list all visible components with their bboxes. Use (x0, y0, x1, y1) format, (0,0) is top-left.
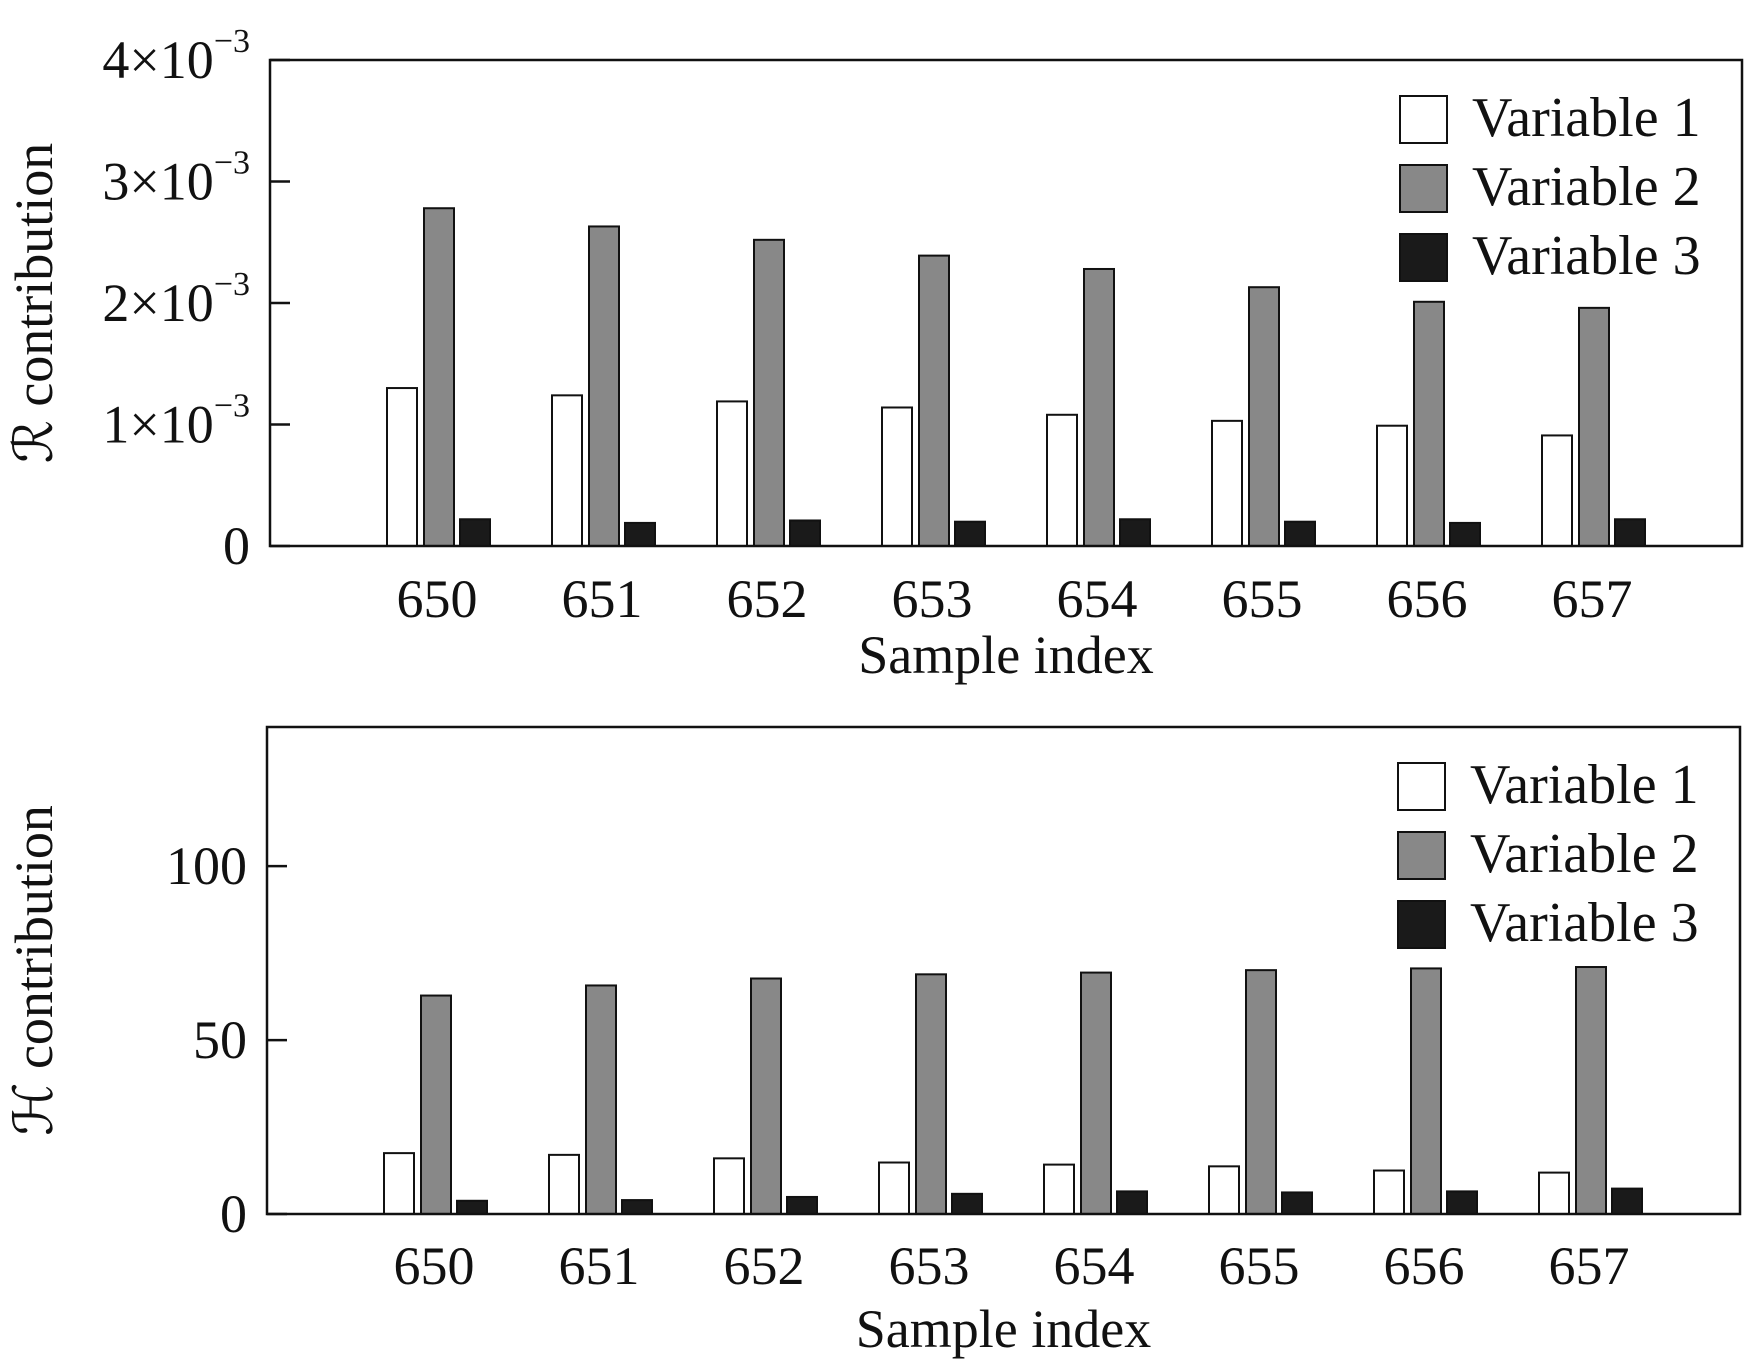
legend-swatch-h-var3 (1397, 900, 1446, 949)
x-tick-label-r-651: 651 (562, 569, 643, 629)
legend-swatch-r-var2 (1399, 164, 1448, 213)
legend-label-h-var1: Variable 1 (1470, 754, 1699, 816)
bar-h-654-var1 (1043, 1163, 1075, 1215)
legend-label-h-var2: Variable 2 (1470, 823, 1699, 885)
legend-swatch-r-var1 (1399, 95, 1448, 144)
bar-h-650-var3 (456, 1199, 488, 1215)
bar-h-654-var3 (1116, 1190, 1148, 1215)
bar-h-655-var1 (1208, 1165, 1240, 1216)
bar-r-653-var3 (954, 520, 986, 548)
x-tick-label-h-655: 655 (1219, 1236, 1300, 1296)
plot-frame-h (265, 725, 1742, 1216)
y-axis-title-h: ℋ contribution (4, 805, 64, 1136)
bar-r-653-var2 (918, 254, 950, 548)
legend-swatch-r-var3 (1399, 233, 1448, 282)
bar-r-657-var2 (1578, 306, 1610, 547)
bar-r-651-var3 (624, 521, 656, 547)
x-tick-label-h-652: 652 (724, 1236, 805, 1296)
bar-r-657-var3 (1614, 518, 1646, 548)
y-tick-label-r-4: 4×10−3 (102, 23, 250, 90)
x-tick-label-r-652: 652 (727, 569, 808, 629)
bar-h-655-var3 (1281, 1191, 1313, 1216)
x-tick-label-h-653: 653 (889, 1236, 970, 1296)
y-tick-label-r-0: 0 (223, 516, 250, 576)
bar-r-652-var3 (789, 519, 821, 547)
x-axis-title-r: Sample index (858, 625, 1153, 685)
bar-h-656-var1 (1373, 1169, 1405, 1215)
bar-r-652-var2 (753, 238, 785, 547)
x-tick-label-r-657: 657 (1552, 569, 1633, 629)
bar-r-652-var1 (716, 400, 748, 548)
legend-swatch-h-var2 (1397, 831, 1446, 880)
bar-r-651-var1 (551, 394, 583, 547)
y-axis-title-r: ℛ contribution (4, 143, 64, 464)
chart-panel-h: 0 50 100 650 651 652 653 654 655 656 657 Sample ind… (4, 725, 1742, 1359)
bar-h-656-var2 (1410, 967, 1442, 1215)
bar-r-655-var2 (1248, 286, 1280, 547)
bar-h-650-var1 (383, 1152, 415, 1215)
legend-h: Variable 1 Variable 2 Variable 3 (1397, 754, 1699, 954)
legend-swatch-h-var1 (1397, 762, 1446, 811)
bar-h-652-var3 (786, 1195, 818, 1215)
x-tick-label-r-655: 655 (1222, 569, 1303, 629)
bar-r-657-var1 (1541, 434, 1573, 547)
bar-h-653-var2 (915, 973, 947, 1215)
x-axis-title-h: Sample index (856, 1299, 1151, 1359)
x-tick-label-r-656: 656 (1387, 569, 1468, 629)
bar-r-651-var2 (588, 225, 620, 548)
bar-h-650-var2 (420, 994, 452, 1215)
bar-h-652-var1 (713, 1157, 745, 1216)
bar-h-652-var2 (750, 977, 782, 1216)
x-tick-label-r-654: 654 (1057, 569, 1138, 629)
bar-r-653-var1 (881, 406, 913, 547)
bar-r-654-var3 (1119, 518, 1151, 548)
x-tick-label-h-656: 656 (1384, 1236, 1465, 1296)
bar-r-654-var1 (1046, 413, 1078, 547)
bar-h-653-var1 (878, 1161, 910, 1215)
legend-r: Variable 1 Variable 2 Variable 3 (1399, 87, 1701, 287)
legend-label-r-var3: Variable 3 (1472, 225, 1701, 287)
legend-label-r-var2: Variable 2 (1472, 156, 1701, 218)
y-tick-label-r-1: 1×10−3 (102, 388, 250, 455)
x-tick-label-h-654: 654 (1054, 1236, 1135, 1296)
bar-r-650-var1 (386, 387, 418, 547)
bar-r-654-var2 (1083, 267, 1115, 547)
bar-r-655-var1 (1211, 419, 1243, 548)
y-tick-label-r-2: 2×10−3 (102, 266, 250, 333)
x-tick-label-h-650: 650 (394, 1236, 475, 1296)
bar-h-655-var2 (1245, 969, 1277, 1216)
legend-label-r-var1: Variable 1 (1472, 87, 1701, 149)
bar-h-654-var2 (1080, 971, 1112, 1216)
y-tick-label-h-2: 100 (166, 836, 247, 896)
bar-h-653-var3 (951, 1192, 983, 1216)
legend-label-h-var3: Variable 3 (1470, 892, 1699, 954)
bar-r-656-var1 (1376, 424, 1408, 547)
y-tick-label-h-0: 0 (220, 1184, 247, 1244)
bar-h-657-var2 (1575, 966, 1607, 1215)
bar-h-651-var2 (585, 984, 617, 1216)
bar-r-655-var3 (1284, 520, 1316, 548)
bar-h-657-var3 (1611, 1187, 1643, 1216)
bar-h-657-var1 (1538, 1171, 1570, 1215)
y-tick-label-h-1: 50 (193, 1010, 247, 1070)
bar-h-651-var1 (548, 1153, 580, 1215)
bar-h-656-var3 (1446, 1190, 1478, 1215)
x-tick-label-h-657: 657 (1549, 1236, 1630, 1296)
x-tick-label-h-651: 651 (559, 1236, 640, 1296)
bar-r-656-var3 (1449, 521, 1481, 547)
x-tick-label-r-650: 650 (397, 569, 478, 629)
bar-r-650-var2 (423, 207, 455, 547)
bar-r-656-var2 (1413, 300, 1445, 547)
y-tick-label-r-3: 3×10−3 (102, 145, 250, 212)
bar-h-651-var3 (621, 1199, 653, 1215)
x-tick-label-r-653: 653 (892, 569, 973, 629)
bar-r-650-var3 (459, 518, 491, 548)
chart-panel-r: 0 1×10−3 2×10−3 3×10−3 4×10−3 650 651 652 653 654… (4, 23, 1744, 685)
